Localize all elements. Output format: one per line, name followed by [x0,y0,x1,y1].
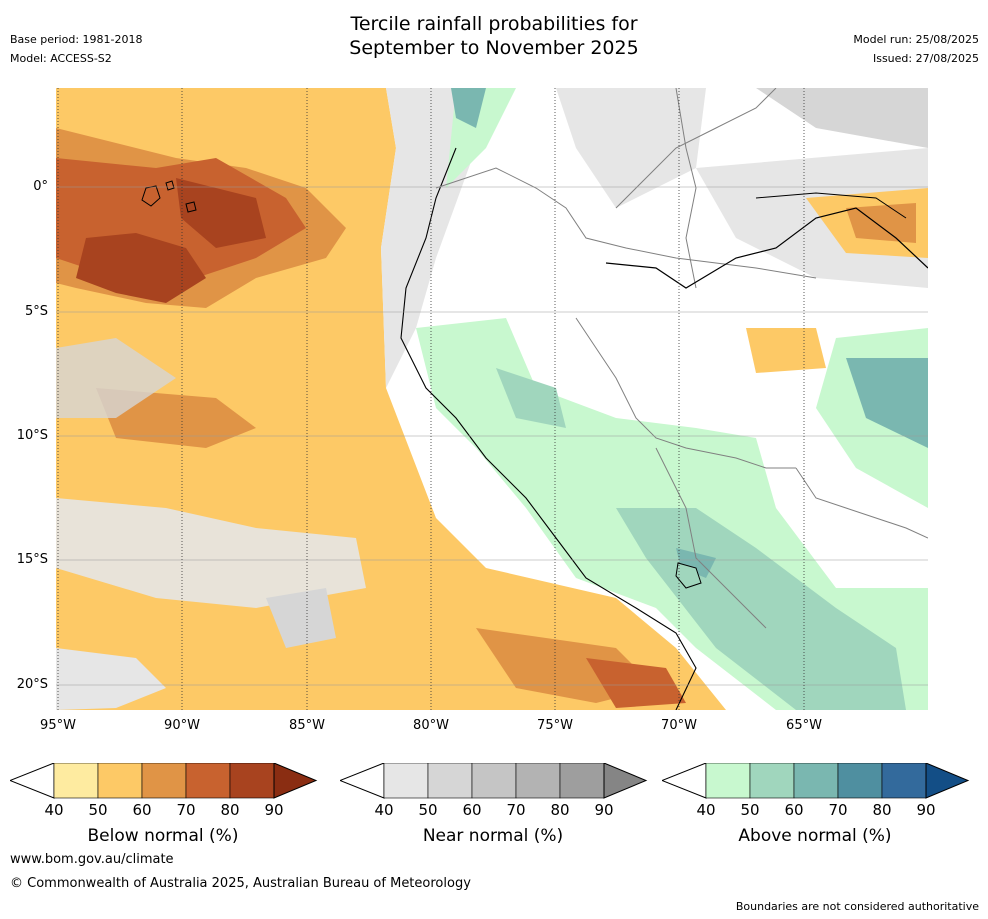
colorbar-above-tick-80: 80 [872,801,892,819]
page-title: Tercile rainfall probabilities for Septe… [0,12,988,60]
colorbar-below-tick-80: 80 [220,801,240,819]
lat-label-10s: 10°S [16,428,48,443]
colorbar-above-caption: Above normal (%) [738,826,892,846]
colorbar-above-normal [662,763,970,799]
model-label: Model: ACCESS-S2 [10,52,112,65]
colorbar-above-tick-50: 50 [740,801,760,819]
colorbar-near-tick-90: 90 [594,801,614,819]
lon-label-80w: 80°W [413,718,449,733]
lon-label-95w: 95°W [40,718,76,733]
lon-label-75w: 75°W [537,718,573,733]
lon-label-70w: 70°W [661,718,697,733]
model-run-label: Model run: 25/08/2025 [853,33,979,46]
base-period-label: Base period: 1981-2018 [10,33,143,46]
copyright-text: © Commonwealth of Australia 2025, Austra… [10,876,471,891]
colorbar-below-tick-60: 60 [132,801,152,819]
colorbar-below-tick-70: 70 [176,801,196,819]
colorbar-above-tick-70: 70 [828,801,848,819]
lon-label-90w: 90°W [164,718,200,733]
lat-label-15s: 15°S [16,552,48,567]
map-canvas [56,88,928,710]
colorbar-above-tick-90: 90 [916,801,936,819]
colorbar-below-tick-90: 90 [264,801,284,819]
colorbar-near-caption: Near normal (%) [422,826,564,846]
colorbar-near-tick-70: 70 [506,801,526,819]
rainfall-probability-map [56,88,928,710]
colorbar-near-tick-40: 40 [374,801,394,819]
lon-label-65w: 65°W [786,718,822,733]
colorbar-below-caption: Below normal (%) [87,826,239,846]
website-link[interactable]: www.bom.gov.au/climate [10,852,174,867]
colorbar-above-tick-40: 40 [696,801,716,819]
colorbar-near-normal [340,763,648,799]
colorbar-above-tick-60: 60 [784,801,804,819]
colorbar-below-tick-40: 40 [44,801,64,819]
colorbar-near-tick-80: 80 [550,801,570,819]
disclaimer-text: Boundaries are not considered authoritat… [735,900,979,913]
lon-label-85w: 85°W [289,718,325,733]
lat-label-20s: 20°S [16,677,48,692]
colorbar-below-normal [10,763,318,799]
issued-label: Issued: 27/08/2025 [872,52,979,65]
colorbar-near-tick-60: 60 [462,801,482,819]
lat-label-5s: 5°S [24,304,48,319]
lat-label-0: 0° [33,179,48,194]
colorbar-below-tick-50: 50 [88,801,108,819]
title-line-1: Tercile rainfall probabilities for [350,13,638,35]
colorbar-near-tick-50: 50 [418,801,438,819]
title-line-2: September to November 2025 [349,37,639,59]
